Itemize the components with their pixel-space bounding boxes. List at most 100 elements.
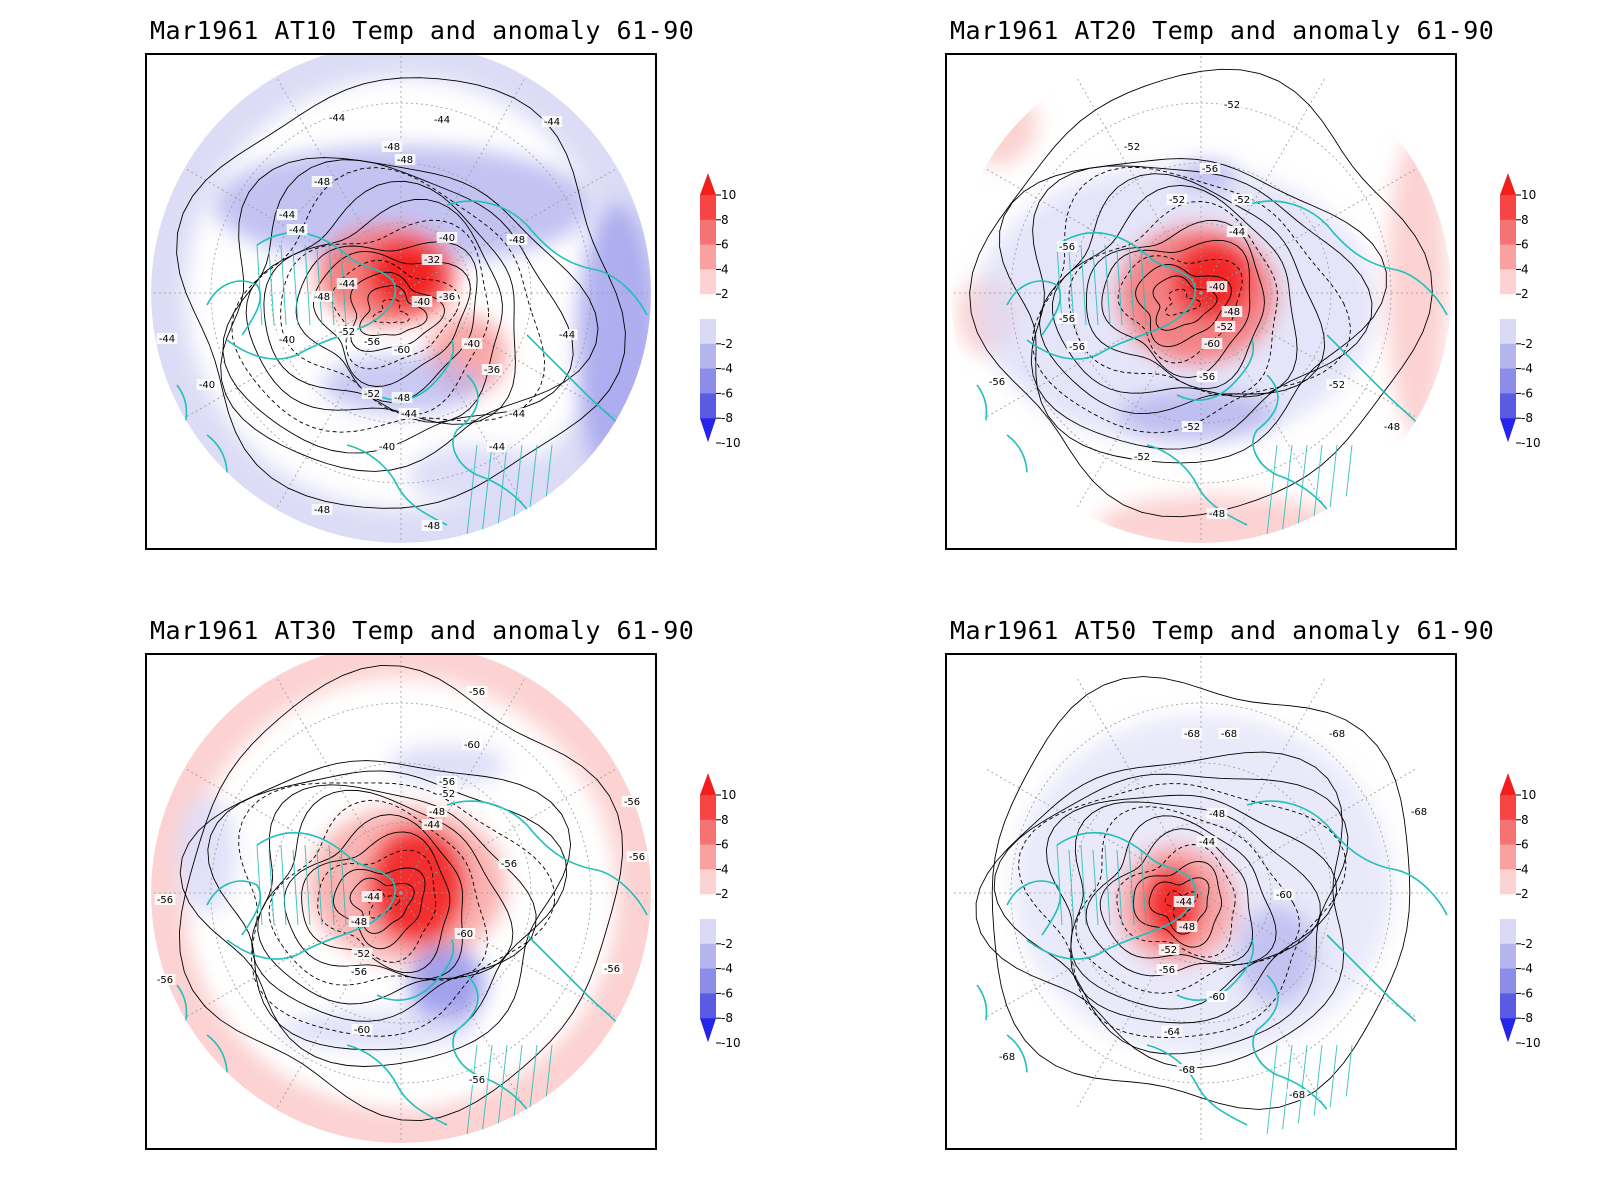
- colorbar-tick-label: -10: [721, 1036, 741, 1050]
- contour-label-bg: [351, 1024, 373, 1035]
- contour-label: -40: [439, 233, 455, 244]
- contour-label: -48: [314, 505, 330, 516]
- contour-label-bg: [361, 388, 383, 399]
- contour-label-bg: [481, 364, 503, 375]
- contour-label: -60: [457, 929, 473, 940]
- meridian-line: [275, 292, 402, 510]
- contour-label: -52: [1224, 100, 1240, 111]
- contour-label-bg: [311, 176, 333, 187]
- colorbar-tick-label: -10: [1521, 1036, 1541, 1050]
- colorbar-segment: [1500, 319, 1516, 345]
- contour-label: -60: [464, 740, 480, 751]
- colorbar-segment: [1500, 968, 1516, 994]
- contour-label-bg: [421, 819, 443, 830]
- contour-label-bg: [376, 441, 398, 452]
- contour-label: -52: [1329, 380, 1345, 391]
- country-border: [316, 849, 323, 926]
- contour-label: -44: [544, 117, 560, 128]
- country-border: [304, 244, 311, 326]
- contour-label: -48: [509, 235, 525, 246]
- contour-label: -56: [604, 964, 620, 975]
- isotherm-contour: [1135, 263, 1232, 348]
- meridian-line: [400, 292, 618, 419]
- meridian-line: [984, 767, 1202, 894]
- anomaly-region: [322, 355, 482, 415]
- contour-label: -56: [439, 777, 455, 788]
- contour-label-bg: [1121, 141, 1143, 152]
- country-border: [1140, 849, 1147, 926]
- panel-title: Mar1961 AT30 Temp and anomaly 61-90: [150, 616, 695, 645]
- contour-label: -52: [339, 327, 355, 338]
- contour-label-bg: [556, 329, 578, 340]
- country-border: [280, 244, 287, 326]
- contour-label-bg: [1176, 921, 1198, 932]
- contour-label: -48: [397, 155, 413, 166]
- country-border: [1104, 244, 1111, 326]
- contour-label-bg: [1326, 728, 1348, 739]
- country-border: [328, 244, 335, 326]
- contour-label: -44: [159, 334, 175, 345]
- country-border: [340, 849, 347, 926]
- contour-label-bg: [1221, 306, 1243, 317]
- contour-label: -52: [1124, 142, 1140, 153]
- colorbar: 10 8 6 4 2 -2 -4 -6 -8 -10: [700, 773, 780, 1063]
- contour-label: -68: [1289, 1090, 1305, 1101]
- colorbar-arrow-bottom: [700, 418, 716, 443]
- colorbar-tick-label: 2: [1521, 887, 1529, 901]
- colorbar-tick-label: -4: [721, 362, 733, 376]
- colorbar-segment: [1500, 869, 1516, 895]
- colorbar-tick-label: 10: [1521, 788, 1536, 802]
- contour-label-bg: [1326, 379, 1348, 390]
- contour-label-bg: [466, 1074, 488, 1085]
- colorbar-arrow-bottom: [1500, 1018, 1516, 1043]
- colorbar-segment: [1500, 195, 1516, 221]
- contour-label-bg: [348, 966, 370, 977]
- anomaly-region: [367, 825, 467, 945]
- colorbar-tick-label: 8: [721, 813, 729, 827]
- contour-label-bg: [391, 392, 413, 403]
- coastline: [226, 231, 396, 360]
- colorbar-tick-label: 2: [721, 287, 729, 301]
- contour-label: -44: [339, 279, 355, 290]
- colorbar-segment: [700, 919, 716, 945]
- country-border: [280, 844, 287, 926]
- isotherm-contour: [179, 760, 572, 1067]
- map-frame: -44 -44 -44 -48 -48 -48 -44 -40 -44 -48 -32 -40 -36-…: [145, 53, 657, 550]
- contour-label: -44: [401, 409, 417, 420]
- coastline: [1146, 1044, 1248, 1126]
- anomaly-region: [1177, 160, 1237, 190]
- country-border: [1080, 244, 1087, 326]
- contour-label-bg: [398, 408, 420, 419]
- contour-label: -48: [351, 917, 367, 928]
- country-border: [256, 844, 263, 926]
- contour-label-bg: [1156, 964, 1178, 975]
- country-border: [1128, 244, 1135, 326]
- contour-label-bg: [1161, 1026, 1183, 1037]
- contour-label-bg: [1173, 896, 1195, 907]
- colorbar-tick-label: 2: [721, 887, 729, 901]
- contour-label: -68: [1184, 729, 1200, 740]
- contour-label: -52: [1161, 945, 1177, 956]
- colorbar-segment: [700, 894, 716, 920]
- anomaly-region: [387, 745, 507, 785]
- colorbar-arrow-bottom: [700, 1018, 716, 1043]
- polar-map: -68 -68 -68 -48 -44 -60 -44 -48 -52 -56 -60 -64 -68 -…: [951, 655, 1451, 1143]
- anomaly-region: [1117, 390, 1277, 440]
- meridian-line: [984, 292, 1202, 419]
- contour-label: -56: [157, 975, 173, 986]
- coastline: [206, 280, 262, 336]
- contour-label: -48: [384, 142, 400, 153]
- contour-label: -48: [1209, 509, 1225, 520]
- contour-label-bg: [1056, 241, 1078, 252]
- meridian-line: [1075, 76, 1202, 294]
- contour-label-bg: [311, 504, 333, 515]
- panel-at50: Mar1961 AT50 Temp and anomaly 61-90 -68 -6…: [800, 600, 1580, 1200]
- contour-label: -56: [157, 895, 173, 906]
- isotherm-contour: [1075, 806, 1300, 994]
- anomaly-colorbar: 10 8 6 4 2 -2 -4 -6 -8 -10: [1500, 773, 1541, 1050]
- contour-label-bg: [1056, 313, 1078, 324]
- colorbar-segment: [700, 968, 716, 994]
- colorbar-segment: [1500, 219, 1516, 246]
- country-border: [1116, 249, 1123, 326]
- contour-label-bg: [394, 154, 416, 165]
